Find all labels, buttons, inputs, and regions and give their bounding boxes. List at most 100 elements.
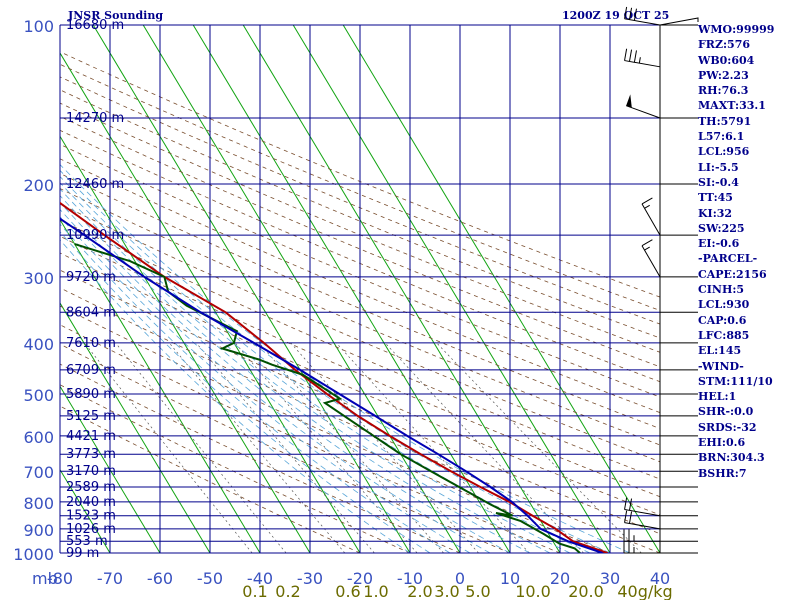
- isotherm: [60, 135, 311, 553]
- valid-time: 1200Z 19 OCT 25: [562, 9, 670, 22]
- wind-barb-full: [624, 510, 628, 523]
- temperature-tick-label: -10: [397, 569, 423, 588]
- mixing-ratio-label: 3.0: [434, 582, 459, 600]
- isotherm: [60, 52, 361, 553]
- height-label: 4421 m: [66, 429, 116, 444]
- index-item: HEL:1: [698, 390, 737, 404]
- index-item: EL:145: [698, 344, 742, 358]
- height-label: 99 m: [66, 546, 99, 561]
- pressure-tick-label: 400: [23, 335, 54, 354]
- index-item: STM:111/10: [698, 374, 773, 388]
- index-item: LI:-5.5: [698, 160, 739, 174]
- index-item: FRZ:576: [698, 38, 751, 52]
- temperature-tick-label: -60: [147, 569, 173, 588]
- x-axis-label: mb: [32, 569, 58, 588]
- mixing-ratio-label: 1.0: [363, 582, 388, 600]
- wind-barb-full: [628, 49, 633, 62]
- pressure-tick-label: 900: [23, 521, 54, 540]
- mixing-ratio-label: 0.1: [242, 582, 267, 600]
- height-label: 3773 m: [66, 447, 116, 462]
- temperature-tick-label: -80: [47, 569, 73, 588]
- temperature-tick-label: 30: [600, 569, 620, 588]
- height-label: 5125 m: [66, 409, 116, 424]
- height-label: 8604 m: [66, 305, 116, 320]
- pressure-tick-label: 1000: [13, 545, 54, 564]
- wind-pennant: [626, 94, 632, 108]
- index-item: L57:6.1: [698, 130, 745, 144]
- wind-barb-half: [644, 246, 650, 251]
- isotherm: [92, 25, 411, 553]
- wind-barb-half: [638, 57, 641, 64]
- temperature-tick-label: 20: [550, 569, 570, 588]
- index-item: TH:5791: [698, 114, 752, 128]
- temperature-tick-label: 0: [455, 569, 465, 588]
- wind-barb-half: [644, 204, 650, 209]
- indices-panel: WMO:99999 FRZ:576 WB0:604 PW:2.23 RH:76.3 MAX…: [698, 22, 798, 481]
- index-item: LCL:956: [698, 145, 750, 159]
- mixing-ratio-line: [258, 342, 444, 553]
- index-item: -WIND-: [698, 359, 744, 373]
- wind-barb-full: [624, 497, 628, 510]
- isotherm: [342, 25, 660, 553]
- mixing-ratio-line: [436, 342, 642, 553]
- wind-barb-full: [628, 7, 633, 20]
- index-item: CINH:5: [698, 283, 745, 297]
- wind-barb-staff: [626, 105, 661, 119]
- temperature-tick-label: -40: [247, 569, 273, 588]
- index-item: PW:2.23: [698, 68, 749, 82]
- height-label: 1523 m: [66, 509, 116, 524]
- mixing-ratio-label: 20.0: [568, 582, 604, 600]
- index-item: SHR-:0.0: [698, 405, 754, 419]
- mixing-ratio-label: 5.0: [465, 582, 490, 600]
- index-item: WMO:99999: [698, 23, 775, 36]
- index-item: LFC:885: [698, 328, 750, 342]
- height-label: 7610 m: [66, 336, 116, 351]
- index-item: KI:32: [698, 206, 733, 220]
- wind-barb-full: [641, 197, 653, 205]
- height-label: 5890 m: [66, 387, 116, 402]
- height-label: 6709 m: [66, 363, 116, 378]
- pressure-tick-label: 100: [23, 17, 54, 36]
- series-dewpoint: [74, 243, 581, 553]
- temperature-tick-label: 10: [500, 569, 520, 588]
- mixing-ratio-label: 2.0: [407, 582, 432, 600]
- isotherm: [0, 25, 10, 553]
- wind-barb-staff: [641, 245, 661, 278]
- height-label: 2040 m: [66, 495, 116, 510]
- pressure-tick-label: 500: [23, 386, 54, 405]
- mixing-ratio-label: 0.6: [335, 582, 360, 600]
- index-item: BSHR:7: [698, 466, 747, 480]
- isotherm: [192, 25, 511, 553]
- moist-adiabat: [60, 231, 431, 553]
- index-item: LCL:930: [698, 298, 750, 312]
- isotherm: [242, 25, 561, 553]
- mixing-ratio-line: [195, 342, 375, 553]
- wind-barb-full: [624, 6, 628, 19]
- pressure-tick-label: 600: [23, 428, 54, 447]
- temperature-tick-label: 40: [650, 569, 670, 588]
- index-item: -PARCEL-: [698, 252, 758, 266]
- index-item: WB0:604: [698, 53, 755, 67]
- mixing-ratio-label: 0.2: [275, 582, 300, 600]
- height-label: 2589 m: [66, 480, 116, 495]
- mixing-ratio-line: [290, 342, 479, 553]
- index-item: CAPE:2156: [698, 267, 767, 281]
- index-item: MAXT:33.1: [698, 99, 766, 113]
- index-leader: [659, 17, 699, 26]
- isotherm: [60, 385, 161, 553]
- wind-barb-staff: [641, 203, 661, 236]
- index-item: EI:-0.6: [698, 237, 740, 251]
- wind-barb-staff: [624, 522, 661, 530]
- dry-adiabat: [60, 405, 361, 553]
- isotherm: [60, 302, 211, 553]
- index-item: BRN:304.3: [698, 451, 765, 465]
- height-label: 16680 m: [66, 18, 124, 33]
- isotherm: [292, 25, 611, 553]
- wind-barb-full: [633, 8, 637, 21]
- wind-barb-full: [624, 48, 628, 61]
- pressure-tick-label: 300: [23, 269, 54, 288]
- height-label: 3170 m: [66, 464, 116, 479]
- height-label: 14270 m: [66, 111, 124, 126]
- isotherm: [60, 218, 261, 553]
